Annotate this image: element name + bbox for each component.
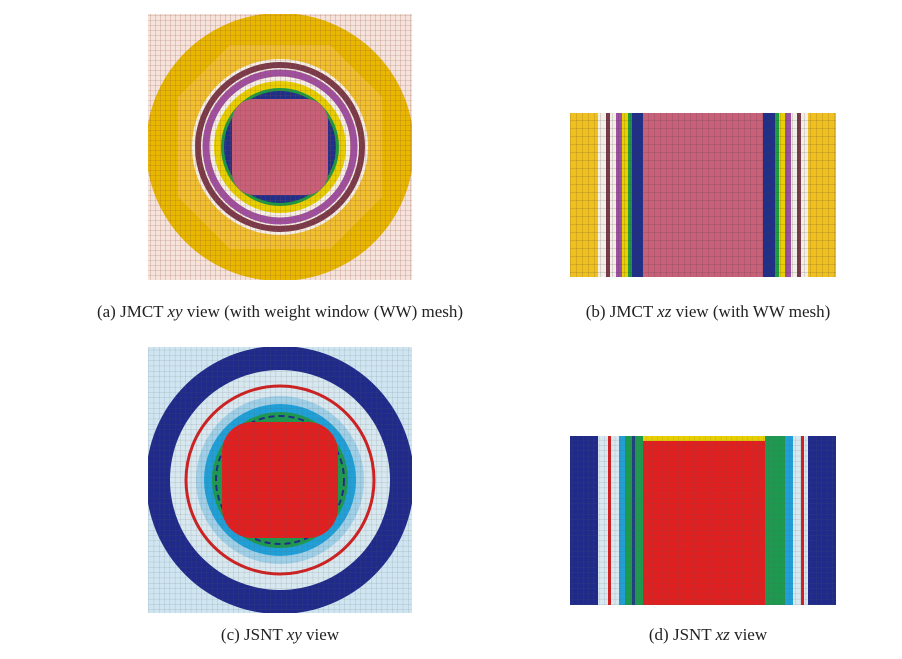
caption-a: (a) JMCT xy view (with weight window (WW… [97, 302, 463, 322]
panel-a-image [148, 14, 412, 280]
caption-text: view (with weight window (WW) mesh) [182, 302, 464, 321]
caption-italic: xy [286, 625, 302, 644]
caption-text: (a) JMCT [96, 302, 168, 321]
panel-d-image [570, 436, 836, 605]
panel-c-image [148, 347, 412, 613]
caption-text: view [729, 625, 768, 644]
caption-text: (b) JMCT [585, 302, 658, 321]
caption-italic: xz [715, 625, 730, 644]
panel-b-image [570, 113, 836, 277]
caption-b: (b) JMCT xz view (with WW mesh) [586, 302, 831, 322]
caption-text: (d) JSNT [648, 625, 716, 644]
caption-d: (d) JSNT xz view [649, 625, 767, 645]
caption-text: view [301, 625, 340, 644]
caption-italic: xz [657, 302, 672, 321]
caption-text: (c) JSNT [220, 625, 287, 644]
caption-italic: xy [167, 302, 183, 321]
caption-c: (c) JSNT xy view [221, 625, 339, 645]
caption-text: view (with WW mesh) [671, 302, 831, 321]
